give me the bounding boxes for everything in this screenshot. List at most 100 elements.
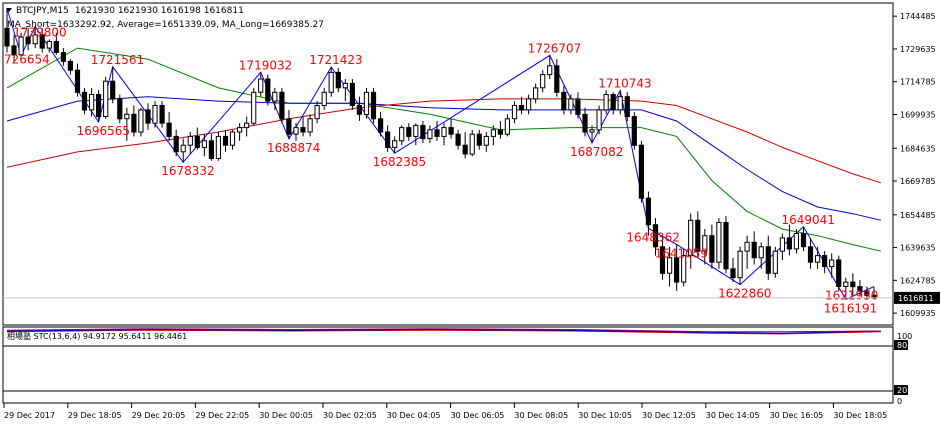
candle-down-body <box>4 27 10 47</box>
candle <box>335 68 341 93</box>
candle-up-body <box>138 109 144 133</box>
candle <box>702 229 708 265</box>
candle <box>413 123 419 146</box>
candle <box>53 32 59 55</box>
price-axis-label: 1714785 <box>900 78 936 87</box>
dropdown-triangle-icon[interactable] <box>6 8 12 12</box>
candle <box>645 191 651 236</box>
candle-up-body <box>229 131 236 146</box>
candle <box>152 101 158 128</box>
candle-down-body <box>497 129 503 135</box>
stc-axis-badge-80 <box>894 340 908 350</box>
candle-down-body <box>173 135 179 153</box>
time-axis-label: 30 Dec 18:05 <box>833 411 887 420</box>
candle <box>222 129 229 152</box>
main-chart-frame <box>2 2 894 326</box>
price-annotation: 1726707 <box>528 41 581 55</box>
candle-down-body <box>145 109 151 124</box>
candle <box>363 87 370 119</box>
candle-down-body <box>25 36 31 45</box>
candle-up-body <box>187 135 193 146</box>
stc-line-a <box>6 329 882 335</box>
candle-down-body <box>406 127 412 137</box>
candle <box>74 63 81 97</box>
candle-down-body <box>335 71 341 89</box>
candle-down-body <box>208 140 215 160</box>
candle <box>272 87 278 110</box>
candle <box>89 87 95 117</box>
candle-down-body <box>554 65 560 93</box>
candle-up-body <box>716 222 722 263</box>
candle <box>469 129 475 157</box>
candle <box>194 127 200 150</box>
candle-up-body <box>667 257 673 274</box>
candle-up-body <box>533 87 539 100</box>
candle <box>349 79 355 110</box>
time-axis-label: 30 Dec 06:05 <box>451 411 505 420</box>
candle-up-body <box>32 34 38 45</box>
candle-up-body <box>293 127 299 135</box>
price-axis-label: 1654485 <box>900 211 936 220</box>
candle-down-body <box>561 91 567 111</box>
candle <box>60 48 66 66</box>
candle-down-body <box>166 122 172 137</box>
candle <box>321 87 327 110</box>
price-annotation: 1678332 <box>161 164 214 178</box>
candle <box>237 123 243 141</box>
candle <box>518 96 525 115</box>
candle-down-body <box>730 268 736 279</box>
candle <box>4 8 10 53</box>
price-annotation: 726654 <box>4 53 50 67</box>
candle-down-body <box>370 91 377 120</box>
candle-down-body <box>765 246 771 274</box>
candle-down-body <box>624 96 630 118</box>
price-annotation: 1649041 <box>782 213 835 227</box>
candle <box>765 235 771 280</box>
candle <box>166 112 172 141</box>
candle-up-body <box>793 233 799 250</box>
candle <box>688 213 694 269</box>
candle-down-body <box>822 255 828 268</box>
candle-down-body <box>117 98 123 120</box>
candle <box>448 118 454 139</box>
candle-up-body <box>568 98 574 111</box>
candle <box>138 107 144 137</box>
price-annotation: 1621930 <box>825 289 878 303</box>
candle <box>96 90 102 122</box>
time-axis-label: 30 Dec 08:05 <box>514 411 568 420</box>
candle <box>39 28 45 53</box>
candle <box>540 70 546 93</box>
price-annotation: 1622860 <box>718 287 771 301</box>
price-annotation: 1648362 <box>626 230 679 244</box>
candle <box>11 34 17 62</box>
chart-header: BTCJPY,M15 1621930 1621930 1616198 161681… <box>6 6 324 30</box>
stc-axis-label-0: 0 <box>897 397 902 406</box>
candle <box>307 114 313 137</box>
stc-axis: 100 80 20 0 <box>894 332 912 406</box>
candle-up-body <box>843 281 849 288</box>
candle <box>533 83 539 104</box>
price-axis-label: 1669785 <box>900 177 936 186</box>
candle <box>244 116 250 137</box>
candle <box>610 92 616 115</box>
candle <box>229 129 236 150</box>
candle <box>695 211 701 258</box>
candle <box>554 59 560 97</box>
candle-down-body <box>74 69 81 93</box>
candle-down-body <box>286 118 292 135</box>
candle-down-body <box>652 224 659 248</box>
candle-down-body <box>659 246 666 274</box>
candle-down-body <box>300 127 306 133</box>
price-annotation: 1721423 <box>309 53 362 67</box>
candle-up-body <box>744 241 750 252</box>
candle <box>638 140 644 203</box>
candle-down-body <box>279 91 285 120</box>
candle-up-body <box>589 129 595 133</box>
candle-down-body <box>67 60 74 71</box>
candle <box>709 224 715 269</box>
candle-up-body <box>251 91 257 124</box>
time-axis-label: 30 Dec 14:05 <box>706 411 760 420</box>
symbol-ohlc-label: BTCJPY,M15 1621930 1621930 1616198 161681… <box>16 6 244 16</box>
candle <box>786 224 792 256</box>
